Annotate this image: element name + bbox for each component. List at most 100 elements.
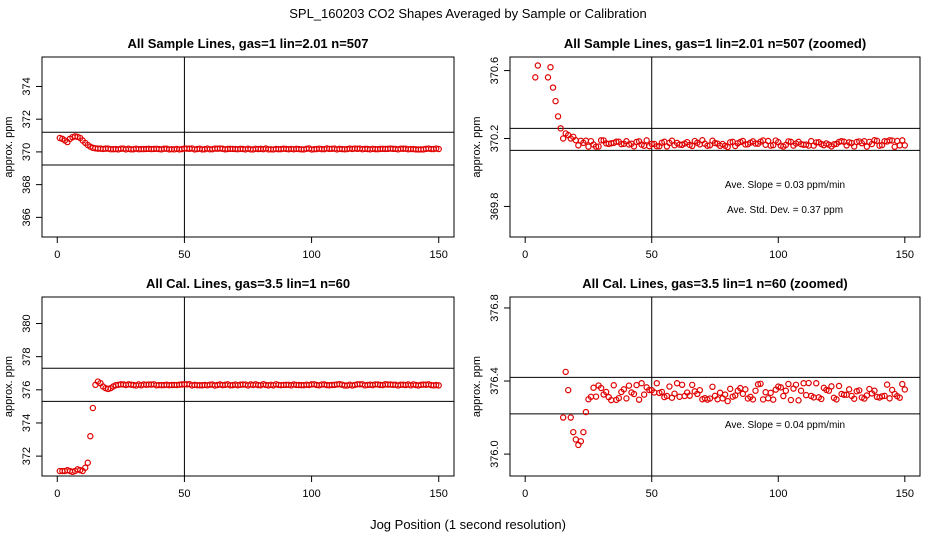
data-point bbox=[742, 386, 749, 393]
data-point bbox=[886, 137, 893, 144]
data-point bbox=[752, 387, 759, 394]
data-point bbox=[620, 386, 628, 393]
data-point bbox=[764, 137, 772, 145]
x-tick-label: 50 bbox=[646, 488, 658, 500]
y-tick-label: 370.2 bbox=[489, 125, 501, 153]
data-point bbox=[878, 393, 886, 400]
x-tick-label: 50 bbox=[178, 488, 190, 500]
data-point bbox=[673, 380, 681, 387]
data-point bbox=[559, 135, 567, 142]
data-point bbox=[899, 380, 906, 388]
plot-frame bbox=[509, 56, 921, 238]
plot-frame bbox=[509, 296, 921, 477]
data-point bbox=[653, 380, 660, 387]
data-point bbox=[575, 142, 582, 149]
data-point bbox=[562, 368, 569, 376]
data-point bbox=[787, 396, 795, 404]
data-point bbox=[726, 139, 734, 146]
data-point bbox=[432, 381, 440, 389]
data-point bbox=[570, 428, 577, 436]
y-tick-label: 376.4 bbox=[489, 367, 501, 395]
data-point bbox=[630, 390, 638, 398]
data-point bbox=[559, 414, 567, 421]
data-point bbox=[544, 74, 552, 81]
y-tick-label: 380 bbox=[21, 314, 33, 332]
y-tick-label: 376 bbox=[21, 381, 33, 399]
data-point bbox=[785, 380, 792, 388]
data-point bbox=[435, 145, 442, 153]
figure-x-label: Jog Position (1 second resolution) bbox=[370, 517, 566, 532]
x-tick-label: 150 bbox=[430, 488, 448, 500]
data-point bbox=[782, 387, 790, 394]
data-point bbox=[592, 393, 600, 400]
data-point bbox=[435, 382, 442, 389]
data-point bbox=[881, 392, 888, 400]
data-point bbox=[876, 142, 883, 149]
y-tick-label: 376.8 bbox=[489, 294, 501, 322]
panel-p4: All Cal. Lines, gas=3.5 lin=1 n=60 (zoom… bbox=[471, 276, 921, 500]
data-point bbox=[767, 389, 774, 397]
x-tick-label: 100 bbox=[769, 249, 787, 261]
data-point bbox=[828, 383, 835, 390]
figure-title: SPL_160203 CO2 Shapes Averaged by Sample… bbox=[289, 6, 647, 21]
y-axis-label: approx. ppm bbox=[3, 356, 15, 417]
data-point bbox=[696, 386, 704, 394]
annotation-text: Ave. Std. Dev. = 0.37 ppm bbox=[727, 205, 843, 216]
data-point bbox=[597, 384, 605, 392]
data-point bbox=[899, 137, 906, 144]
y-tick-label: 372 bbox=[21, 110, 33, 128]
data-point bbox=[610, 382, 617, 389]
data-point bbox=[635, 396, 643, 403]
data-point bbox=[686, 392, 693, 399]
data-point bbox=[840, 391, 848, 398]
y-tick-label: 372 bbox=[21, 447, 33, 465]
data-point bbox=[552, 97, 559, 105]
data-point bbox=[615, 394, 623, 402]
data-point bbox=[732, 392, 739, 399]
data-point bbox=[432, 145, 440, 152]
data-point bbox=[724, 397, 731, 405]
data-point bbox=[762, 389, 769, 396]
data-point bbox=[818, 395, 825, 403]
y-tick-label: 378 bbox=[21, 347, 33, 365]
panel-p3: All Cal. Lines, gas=3.5 lin=1 n=60 0 50 100… bbox=[3, 276, 455, 500]
data-point bbox=[89, 404, 97, 412]
x-tick-label: 50 bbox=[178, 249, 190, 261]
data-point bbox=[640, 391, 648, 398]
data-point bbox=[759, 396, 767, 403]
x-tick-label: 150 bbox=[430, 249, 448, 261]
data-point bbox=[749, 396, 757, 403]
x-tick-label: 0 bbox=[522, 249, 528, 261]
data-point bbox=[795, 397, 802, 404]
y-tick-label: 370.6 bbox=[489, 57, 501, 85]
data-point bbox=[82, 464, 89, 471]
data-point bbox=[577, 438, 585, 445]
data-point bbox=[706, 395, 714, 402]
data-point bbox=[565, 386, 572, 394]
panel-title: All Sample Lines, gas=1 lin=2.01 n=507 (… bbox=[564, 36, 866, 51]
data-point bbox=[547, 63, 554, 71]
data-point bbox=[567, 414, 574, 421]
data-point bbox=[709, 383, 716, 390]
data-point bbox=[572, 436, 580, 443]
data-point bbox=[770, 396, 777, 403]
data-point bbox=[84, 459, 91, 466]
data-point bbox=[835, 382, 843, 390]
data-point bbox=[757, 380, 764, 387]
data-point bbox=[582, 408, 590, 416]
data-point bbox=[689, 142, 696, 150]
y-tick-label: 374 bbox=[21, 77, 33, 95]
data-point bbox=[770, 141, 777, 149]
x-tick-label: 100 bbox=[302, 249, 320, 261]
y-tick-label: 370 bbox=[21, 143, 33, 161]
data-point bbox=[780, 392, 787, 400]
data-point bbox=[613, 138, 620, 145]
panels: All Sample Lines, gas=1 lin=2.01 n=507 0 5… bbox=[3, 36, 921, 500]
x-tick-label: 150 bbox=[896, 488, 914, 500]
data-point bbox=[896, 142, 903, 149]
data-point bbox=[833, 396, 840, 403]
panel-title: All Cal. Lines, gas=3.5 lin=1 n=60 (zoom… bbox=[582, 276, 848, 291]
data-point bbox=[813, 380, 820, 387]
data-point bbox=[638, 380, 645, 387]
